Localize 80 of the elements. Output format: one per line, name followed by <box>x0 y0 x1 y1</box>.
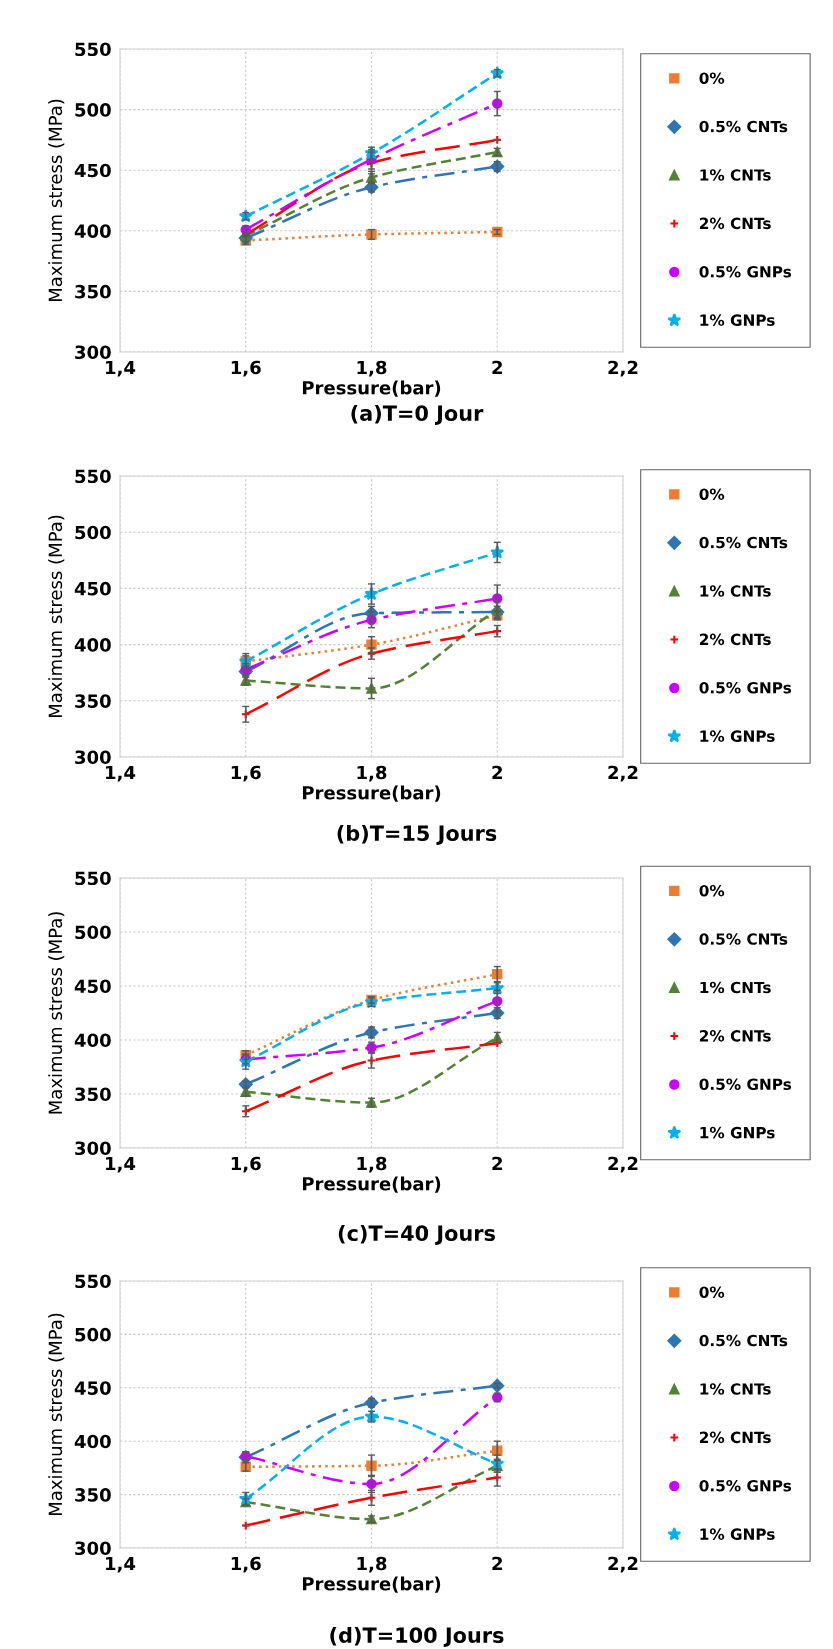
x-tick-label: 1,4 <box>106 765 136 782</box>
legend-label: 2% CNTs <box>699 633 771 646</box>
legend-label: 2% CNTs <box>699 1030 771 1042</box>
y-tick-label: 500 <box>75 1327 111 1342</box>
x-axis-title: Pressure(bar) <box>302 380 441 397</box>
y-axis-title: Maximum stress (MPa) <box>48 99 65 302</box>
y-tick-label: 300 <box>75 1541 111 1556</box>
x-tick-label: 1,8 <box>357 1556 387 1573</box>
y-tick-label: 500 <box>75 925 111 940</box>
y-tick-label: 550 <box>75 871 111 886</box>
legend-label: 0.5% CNTs <box>699 1334 788 1347</box>
legend-label: 0.5% GNPs <box>699 1078 792 1091</box>
legend-label: 1% GNPs <box>700 314 775 326</box>
y-tick-label: 300 <box>75 345 111 360</box>
legend-label: 0% <box>699 488 725 500</box>
x-tick-label: 2,2 <box>608 1156 638 1173</box>
y-tick-label: 450 <box>74 163 111 178</box>
y-tick-label: 400 <box>74 638 111 652</box>
y-tick-label: 550 <box>75 42 111 57</box>
legend-label: 0% <box>699 72 725 84</box>
y-tick-label: 400 <box>74 1033 111 1048</box>
x-tick-label: 2 <box>492 1556 502 1571</box>
x-axis-title: Pressure(bar) <box>302 785 441 802</box>
y-tick-label: 300 <box>75 750 111 765</box>
x-axis-title: Pressure(bar) <box>302 1576 441 1593</box>
legend-label: 0% <box>699 1286 725 1298</box>
text: (c)T=40 Jours <box>338 1224 495 1245</box>
legend-label: 0.5% CNTs <box>699 933 788 945</box>
y-tick-label: 350 <box>75 694 111 708</box>
x-tick-label: 2,2 <box>608 1556 638 1573</box>
x-tick-label: 2,2 <box>608 360 638 377</box>
legend-label: 1% GNPs <box>700 1528 775 1540</box>
x-tick-label: 1,6 <box>231 1156 261 1173</box>
legend-label: 1% CNTs <box>700 169 771 181</box>
x-tick-label: 1,6 <box>231 765 261 782</box>
y-axis-title: Maximum stress (MPa) <box>48 1313 65 1516</box>
y-tick-label: 500 <box>75 103 111 117</box>
y-tick-label: 350 <box>75 284 111 299</box>
x-tick-label: 2 <box>492 765 502 780</box>
y-tick-label: 450 <box>74 979 111 994</box>
legend-label: 0.5% GNPs <box>699 1479 792 1492</box>
legend-label: 1% GNPs <box>700 1126 775 1139</box>
legend-label: 2% CNTs <box>699 1431 771 1444</box>
y-tick-label: 400 <box>74 1434 111 1449</box>
y-axis-title: Maximum stress (MPa) <box>48 515 65 718</box>
legend-label: 1% GNPs <box>700 730 775 742</box>
y-tick-label: 400 <box>74 224 111 238</box>
y-tick-label: 350 <box>75 1087 111 1102</box>
x-tick-label: 1,4 <box>106 1156 136 1173</box>
x-tick-label: 1,4 <box>106 360 136 377</box>
text: (d)T=100 Jours <box>330 1626 504 1647</box>
legend-label: 1% CNTs <box>700 585 771 597</box>
legend-label: 0.5% CNTs <box>699 536 788 549</box>
y-tick-label: 300 <box>75 1141 111 1156</box>
legend-label: 0.5% GNPs <box>699 265 792 278</box>
x-tick-label: 2,2 <box>608 765 638 782</box>
text: (a)T=0 Jour <box>351 404 484 425</box>
y-tick-label: 450 <box>74 1381 111 1395</box>
x-tick-label: 1,8 <box>357 765 387 782</box>
legend-label: 1% CNTs <box>700 1383 771 1395</box>
text: (b)T=15 Jours <box>337 824 497 845</box>
legend-label: 0% <box>699 884 725 897</box>
x-tick-label: 1,6 <box>231 360 261 377</box>
legend-label: 2% CNTs <box>699 217 771 230</box>
legend-label: 0.5% GNPs <box>699 681 792 694</box>
legend-label: 1% CNTs <box>700 981 771 994</box>
x-axis-title: Pressure(bar) <box>302 1176 441 1193</box>
x-tick-label: 2 <box>492 1156 502 1171</box>
x-tick-label: 2 <box>492 360 502 375</box>
y-tick-label: 350 <box>75 1488 111 1502</box>
x-tick-label: 1,8 <box>357 1156 387 1173</box>
y-tick-label: 450 <box>74 581 111 596</box>
x-tick-label: 1,8 <box>357 360 387 377</box>
x-tick-label: 1,4 <box>106 1556 136 1573</box>
x-tick-label: 1,6 <box>231 1556 261 1573</box>
y-tick-label: 550 <box>75 469 111 484</box>
y-tick-label: 550 <box>75 1274 111 1289</box>
legend-label: 0.5% CNTs <box>699 120 788 133</box>
y-tick-label: 500 <box>75 525 111 540</box>
y-axis-title: Maximum stress (MPa) <box>48 912 65 1114</box>
